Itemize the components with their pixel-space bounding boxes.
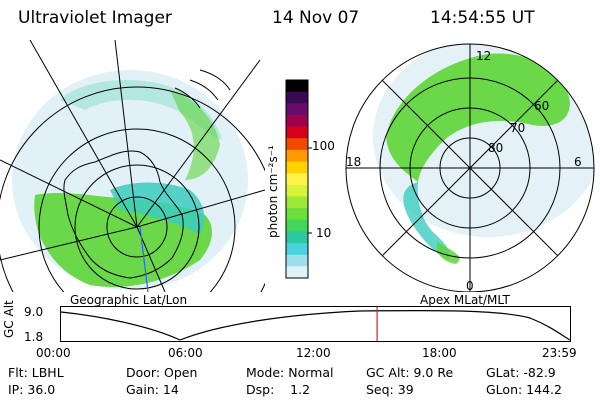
- colorbar-tick-10: 10: [316, 226, 332, 240]
- geographic-map: [0, 40, 265, 292]
- altitude-xtick-4: 23:59: [542, 346, 577, 360]
- lat-circle-60: [38, 128, 236, 292]
- colorbar-cell: [286, 173, 308, 186]
- info-mode: Mode: Normal: [246, 365, 334, 380]
- altitude-xtick-0: 00:00: [36, 346, 71, 360]
- observation-date: 14 Nov 07: [272, 8, 360, 28]
- info-dsp: Dsp: 1.2: [246, 382, 311, 397]
- magnetic-map-label: Apex MLat/MLT: [420, 293, 510, 307]
- lat-circle-50: [0, 86, 265, 292]
- mlt-label-6: 6: [574, 155, 582, 169]
- altitude-ytick-max: 9.0: [24, 305, 44, 319]
- colorbar-cell: [286, 126, 308, 139]
- info-ip: IP: 36.0: [8, 382, 56, 397]
- instrument-title: Ultraviolet Imager: [18, 8, 172, 28]
- lat-circle-70: [74, 164, 200, 290]
- info-seq: Seq: 39: [366, 382, 414, 397]
- info-glat: GLat: -82.9: [486, 365, 556, 380]
- mlt-grid: [346, 44, 594, 292]
- altitude-ylabel: GC Alt: [2, 300, 16, 338]
- colorbar-cell: [286, 161, 308, 174]
- mlt-label-0: 0: [466, 279, 474, 292]
- colorbar-cell: [286, 149, 308, 163]
- altitude-xtick-1: 06:00: [168, 346, 203, 360]
- mlt-label-12: 12: [476, 49, 491, 63]
- colorbar-cell: [286, 138, 308, 151]
- colorbar-unit: photon cm⁻²s⁻¹: [266, 145, 280, 238]
- observation-time: 14:54:55 UT: [430, 8, 535, 28]
- altitude-plot: [60, 306, 571, 342]
- colorbar-cell: [286, 219, 308, 232]
- auroral-oval-teal: [403, 182, 450, 260]
- colorbar-cell: [286, 254, 308, 267]
- mlt-label-18: 18: [346, 155, 361, 169]
- altitude-xtick-2: 12:00: [296, 346, 331, 360]
- magnetic-map: 12 18 6 0 60 70 80: [345, 43, 595, 292]
- colorbar-cell: [286, 231, 308, 244]
- colorbar-cell: [286, 266, 308, 279]
- mlat-label-60: 60: [534, 99, 549, 113]
- coastline-outer: [174, 69, 231, 109]
- info-door: Door: Open: [126, 365, 198, 380]
- info-gcalt: GC Alt: 9.0 Re: [366, 365, 454, 380]
- colorbar-cell: [286, 80, 308, 93]
- colorbar-cell: [286, 103, 308, 116]
- lat-circle-80: [106, 196, 168, 258]
- info-flt: Flt: LBHL: [8, 365, 64, 380]
- mlat-label-70: 70: [510, 121, 525, 135]
- altitude-ytick-min: 1.8: [24, 330, 44, 344]
- terminator-line: [139, 226, 149, 292]
- mlat-label-80: 80: [488, 141, 503, 155]
- colorbar-cell: [286, 184, 308, 197]
- geographic-map-label: Geographic Lat/Lon: [70, 293, 188, 307]
- colorbar-cell: [286, 114, 308, 128]
- colorbar-cell: [286, 208, 308, 221]
- colorbar-cell: [286, 91, 308, 104]
- coastline: [63, 150, 184, 279]
- colorbar-cell: [286, 243, 308, 256]
- altitude-xtick-3: 18:00: [422, 346, 457, 360]
- auroral-oval-green: [386, 53, 570, 182]
- info-glon: GLon: 144.2: [486, 382, 562, 397]
- info-gain: Gain: 14: [126, 382, 179, 397]
- meridians: [0, 40, 265, 292]
- colorbar-cell: [286, 196, 308, 209]
- colorbar: [285, 79, 312, 279]
- colorbar-tick-100: 100: [312, 139, 335, 153]
- altitude-curve: [60, 309, 571, 341]
